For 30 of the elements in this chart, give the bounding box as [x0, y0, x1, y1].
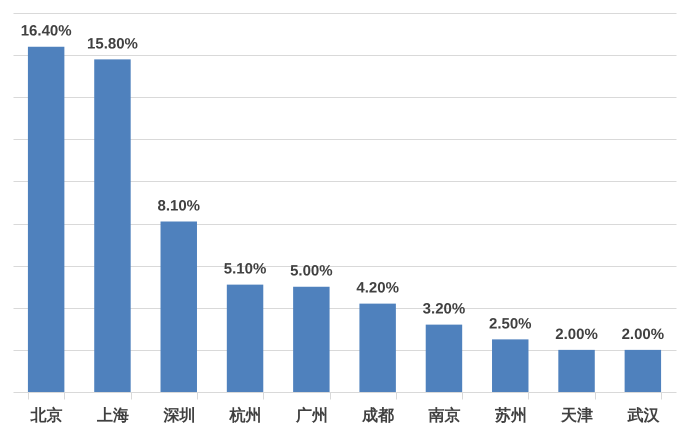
- data-label: 15.80%: [87, 35, 138, 52]
- x-tick-label: 成都: [361, 406, 394, 424]
- x-tick-label: 深圳: [162, 406, 196, 424]
- bar: [426, 324, 462, 392]
- data-label: 5.00%: [290, 262, 333, 280]
- x-tick-label: 天津: [560, 406, 594, 424]
- bar: [160, 221, 197, 392]
- bar: [293, 286, 330, 392]
- x-tick-label: 杭州: [228, 406, 262, 424]
- bar: [492, 339, 528, 392]
- bar: [226, 284, 264, 392]
- x-tick-label: 广州: [294, 406, 328, 424]
- data-label: 4.20%: [356, 280, 399, 297]
- data-label: 3.20%: [422, 300, 466, 318]
- data-label: 2.50%: [488, 315, 532, 332]
- x-tick-label: 苏州: [494, 406, 527, 424]
- data-label: 2.00%: [622, 326, 664, 343]
- data-label: 8.10%: [157, 197, 200, 214]
- data-label: 2.00%: [555, 326, 598, 343]
- bar: [359, 304, 396, 392]
- x-tick-label: 北京: [30, 406, 63, 424]
- data-label: 16.40%: [20, 22, 72, 40]
- x-tick-label: 上海: [96, 406, 129, 424]
- x-tick-label: 武汉: [626, 406, 660, 424]
- bar: [558, 350, 595, 392]
- bar: [624, 350, 662, 392]
- bar: [94, 59, 131, 392]
- data-label: 5.10%: [224, 260, 266, 278]
- x-tick-label: 南京: [427, 406, 460, 424]
- bar: [28, 46, 64, 392]
